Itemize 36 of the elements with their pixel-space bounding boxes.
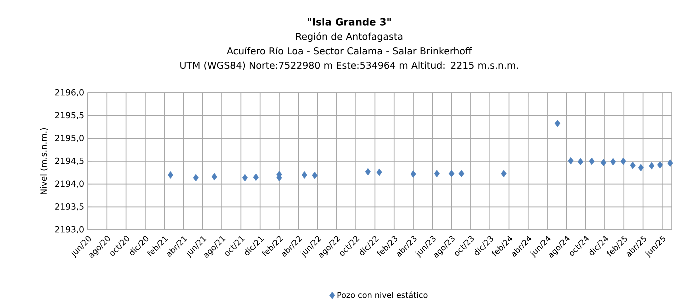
point (600, 159, 607, 167)
y-tick-label: 2195,5 (55, 112, 84, 120)
point (630, 162, 636, 170)
point (620, 158, 626, 166)
point (434, 170, 440, 178)
point (668, 160, 674, 168)
y-tick-label: 2194,5 (55, 158, 84, 166)
point (253, 174, 259, 182)
y-tick-label: 2193,5 (55, 204, 84, 211)
point (302, 172, 308, 179)
y-tick-label: 2193,0 (55, 226, 84, 234)
chart-title: "Isla Grande 3" (308, 18, 391, 26)
point (365, 168, 372, 176)
point (242, 174, 248, 182)
point (168, 172, 174, 179)
y-axis-title: Nivel (m.s.n.m.) (40, 128, 48, 194)
point (657, 161, 664, 169)
point (193, 174, 199, 182)
point (554, 120, 561, 128)
point (376, 168, 382, 176)
y-tick-label: 2196,0 (55, 89, 84, 97)
point (578, 158, 584, 166)
point (448, 170, 455, 178)
chart-subtitle: Región de Antofagasta Acuífero Río Loa - Sector Calama - Salar Brinkerhoff UTM (WGS84) Norte:7522980 m Este:534964 m Altitud: 2215 m.s.n.m. (180, 32, 518, 70)
point (638, 164, 644, 172)
point (458, 170, 465, 178)
point (589, 158, 595, 166)
point (410, 170, 416, 178)
point (312, 172, 318, 180)
point (568, 157, 574, 165)
y-tick-label: 2194,0 (55, 180, 84, 188)
point (212, 173, 218, 181)
point (649, 162, 655, 170)
y-tick-label: 2195,0 (55, 135, 84, 142)
point (501, 170, 507, 178)
point (610, 158, 616, 166)
